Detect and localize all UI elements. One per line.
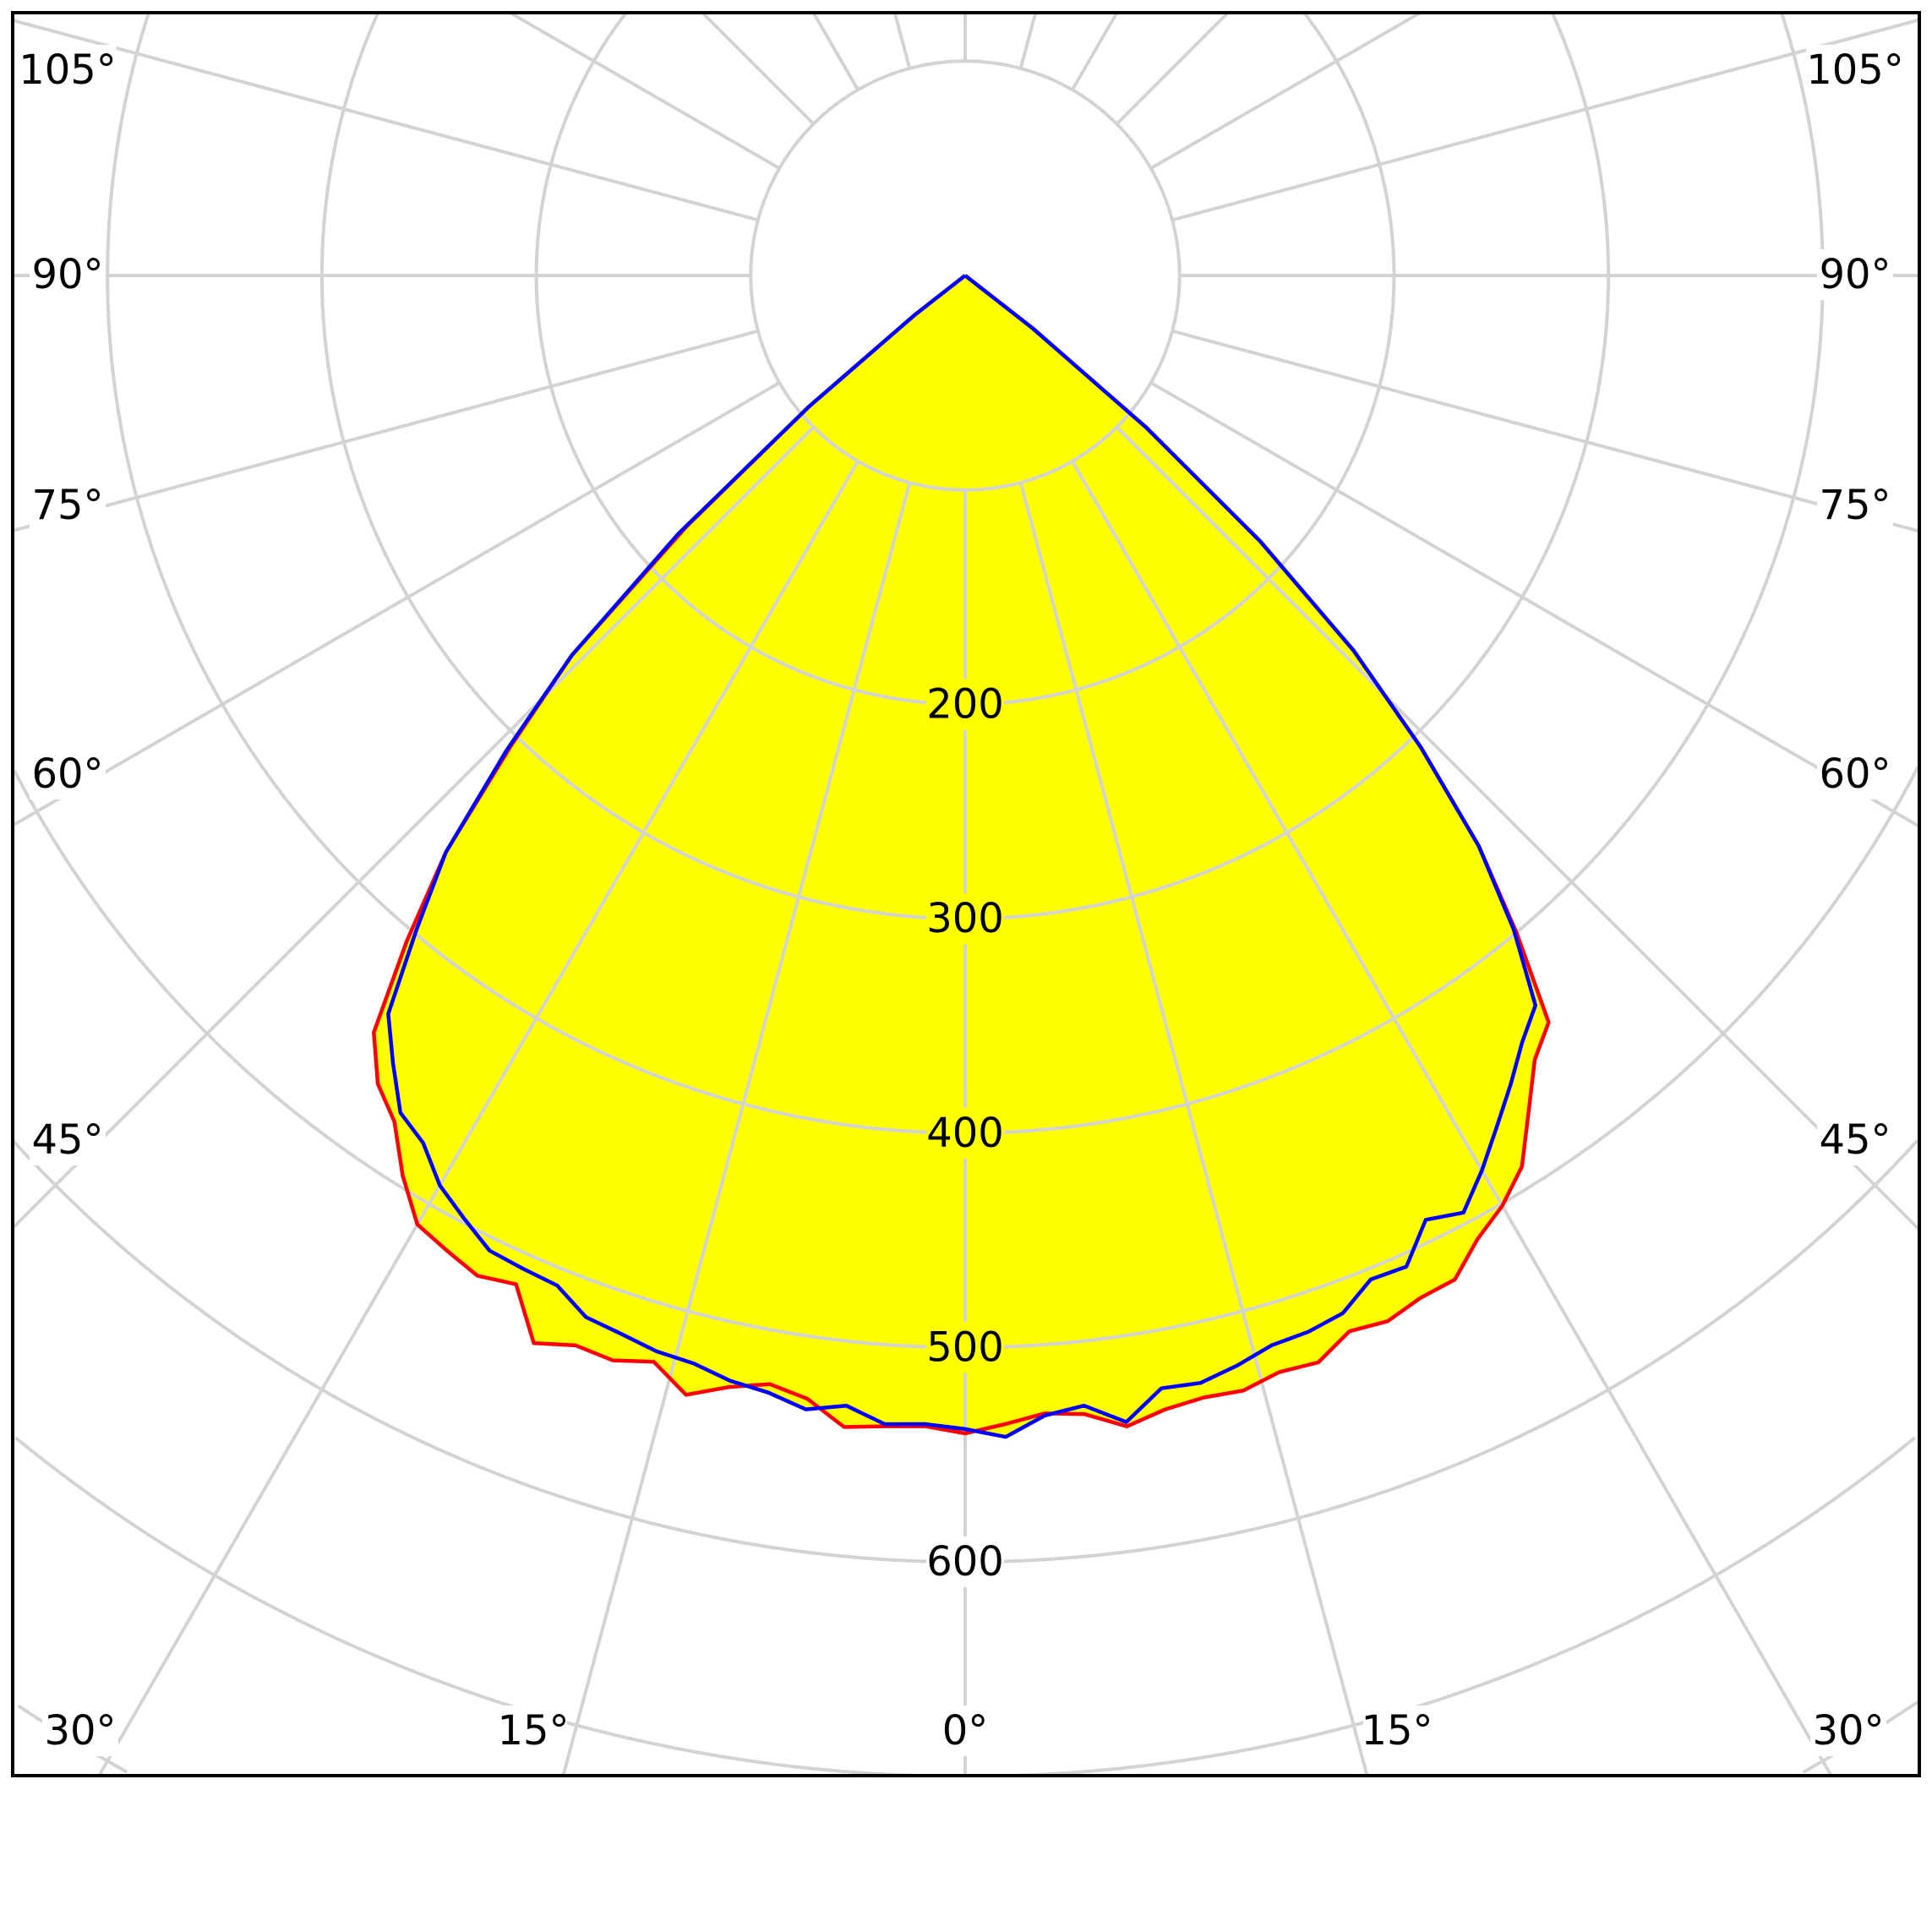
angle-label-right: 45° <box>1819 1116 1891 1164</box>
grid-spoke <box>12 19 759 222</box>
grid-ring <box>965 1139 1919 1564</box>
grid-spoke <box>1171 18 1920 222</box>
grid-ring <box>11 1139 965 1564</box>
grid-spoke <box>892 12 912 69</box>
intensity-curves <box>372 274 1551 1439</box>
curve-c0-c180 <box>372 274 1551 1436</box>
grid-ring <box>965 765 1920 1350</box>
radial-tick-label: 300 <box>926 895 1004 942</box>
grid-ring <box>534 12 965 707</box>
angle-label-left: 75° <box>31 482 103 529</box>
angle-label-left: 30° <box>44 1707 116 1755</box>
radial-tick-label: 600 <box>926 1538 1004 1585</box>
curve-c90-c270 <box>386 274 1538 1439</box>
angle-label-bottom: 15° <box>497 1707 569 1755</box>
angle-label-left: 60° <box>31 750 103 798</box>
angle-label-right: 105° <box>1806 46 1904 94</box>
grid-ring <box>106 14 965 1135</box>
grid-ring <box>965 12 1396 707</box>
grid-spoke <box>811 11 860 91</box>
grid-spoke <box>1149 381 1920 828</box>
angle-label-bottom: 15° <box>1361 1707 1433 1755</box>
grid-spoke <box>1018 482 1369 1776</box>
angle-label-left: 105° <box>19 46 117 94</box>
radial-tick-label: 500 <box>926 1324 1004 1372</box>
radial-tick-label: 200 <box>926 680 1004 728</box>
grid-spoke <box>509 11 781 170</box>
polar-grid <box>11 11 1921 1777</box>
grid-spoke <box>561 482 912 1776</box>
grid-spoke <box>1071 11 1119 91</box>
grid-ring <box>1017 1436 1916 1777</box>
grid-ring <box>965 13 1611 921</box>
grid-spoke <box>1115 11 1230 126</box>
angle-label-right: 90° <box>1819 251 1891 298</box>
grid-spoke <box>97 460 860 1777</box>
grid-spoke <box>1149 11 1422 170</box>
grid-ring <box>14 1436 914 1777</box>
grid-spoke <box>11 425 816 1230</box>
radial-tick-label: 400 <box>926 1110 1004 1157</box>
grid-spoke <box>11 381 781 827</box>
angle-label-right: 30° <box>1812 1707 1884 1755</box>
grid-spoke <box>1071 460 1833 1776</box>
angle-label-right: 75° <box>1819 482 1891 529</box>
grid-spoke <box>12 329 759 532</box>
grid-spoke <box>1171 329 1920 533</box>
grid-spoke <box>1018 12 1038 69</box>
angle-label-bottom: 0° <box>942 1707 989 1755</box>
grid-spoke <box>701 11 816 126</box>
angle-label-right: 60° <box>1819 750 1891 798</box>
angle-label-left: 45° <box>31 1116 103 1164</box>
angle-label-left: 90° <box>31 251 103 298</box>
grid-spoke <box>1115 425 1921 1231</box>
plot-frame <box>11 11 1921 1777</box>
grid-ring <box>319 13 965 921</box>
grid-ring <box>965 14 1825 1135</box>
fill-c90-c270 <box>388 276 1536 1438</box>
